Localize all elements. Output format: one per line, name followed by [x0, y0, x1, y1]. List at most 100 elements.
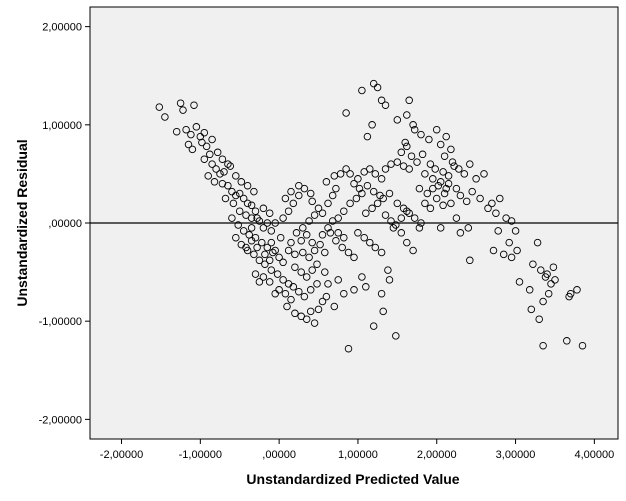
data-point	[480, 170, 488, 178]
data-point	[328, 191, 337, 200]
data-point	[221, 194, 230, 203]
data-point	[525, 286, 534, 294]
data-point	[376, 191, 384, 200]
data-point	[267, 266, 276, 274]
data-point	[366, 165, 374, 173]
data-point	[200, 128, 209, 137]
data-point	[267, 227, 276, 235]
data-point	[426, 204, 435, 213]
data-point	[324, 224, 332, 232]
data-point	[403, 207, 411, 215]
data-point	[267, 238, 276, 247]
data-point	[316, 240, 324, 249]
data-point	[358, 86, 366, 95]
data-point	[218, 179, 227, 188]
data-point	[539, 297, 547, 306]
data-point	[328, 217, 337, 225]
data-point	[200, 155, 209, 163]
data-point	[218, 155, 227, 163]
data-point	[494, 227, 502, 235]
data-point	[352, 194, 361, 203]
data-point	[363, 132, 372, 141]
data-point	[393, 158, 402, 166]
data-point	[338, 243, 346, 252]
data-point	[334, 229, 342, 237]
data-point	[313, 260, 321, 268]
data-point	[387, 217, 395, 225]
x-axis-title: Unstandardized Predicted Value	[246, 471, 459, 487]
data-point	[573, 286, 581, 294]
data-point	[421, 199, 429, 208]
data-point	[448, 158, 457, 166]
data-point	[212, 165, 220, 173]
data-point	[442, 184, 450, 193]
data-point	[527, 305, 536, 314]
data-point	[324, 280, 332, 288]
data-point	[255, 256, 264, 265]
data-point	[397, 229, 406, 237]
data-point	[247, 214, 256, 222]
data-points	[155, 79, 587, 353]
data-point	[488, 199, 496, 208]
data-point	[302, 315, 311, 323]
data-point	[344, 248, 353, 257]
data-point	[291, 263, 299, 271]
data-point	[291, 309, 299, 318]
data-point	[287, 187, 295, 196]
data-point	[346, 170, 354, 178]
data-point	[321, 268, 329, 276]
data-point	[237, 178, 246, 186]
y-tick-label: -1,00000	[39, 316, 82, 328]
data-point	[299, 248, 307, 257]
data-point	[466, 256, 474, 265]
data-point	[407, 152, 416, 160]
data-point	[287, 238, 295, 247]
data-point	[265, 278, 274, 286]
data-point	[429, 184, 437, 193]
data-point	[334, 276, 342, 284]
data-point	[313, 280, 321, 288]
data-point	[440, 152, 449, 160]
data-point	[253, 243, 261, 252]
data-point	[484, 204, 492, 213]
data-point	[456, 191, 465, 200]
data-point	[187, 130, 195, 139]
data-point	[421, 170, 429, 178]
data-point	[228, 214, 236, 222]
data-point	[275, 253, 283, 262]
data-point	[336, 170, 345, 178]
data-point	[403, 238, 411, 247]
data-point	[418, 150, 427, 159]
x-tick-label: -1,00000	[179, 449, 222, 461]
data-point	[261, 250, 269, 259]
data-point	[281, 289, 290, 298]
data-point	[322, 178, 331, 186]
data-point	[350, 253, 358, 262]
data-point	[385, 276, 394, 284]
data-point	[176, 99, 185, 107]
data-point	[321, 248, 329, 257]
data-point	[344, 344, 353, 353]
x-tick-label: 3,00000	[496, 449, 536, 461]
x-axis: -2,00000 -1,00000 ,00000 1,00000 2,00000 3,00…	[100, 439, 614, 461]
data-point	[220, 168, 228, 176]
data-point	[258, 238, 266, 247]
data-point	[324, 199, 332, 208]
data-point	[360, 233, 368, 242]
data-point	[289, 283, 298, 291]
data-point	[340, 233, 348, 242]
data-point	[462, 197, 471, 206]
data-point	[228, 187, 236, 196]
data-point	[578, 341, 587, 350]
data-point	[442, 132, 450, 141]
data-point	[208, 160, 216, 168]
data-point	[259, 224, 268, 232]
data-point	[432, 125, 441, 134]
data-point	[515, 278, 524, 286]
data-point	[432, 194, 441, 203]
data-point	[213, 148, 222, 157]
data-point	[239, 227, 248, 235]
data-point	[393, 199, 402, 208]
data-point	[381, 101, 390, 109]
data-point	[287, 295, 295, 304]
